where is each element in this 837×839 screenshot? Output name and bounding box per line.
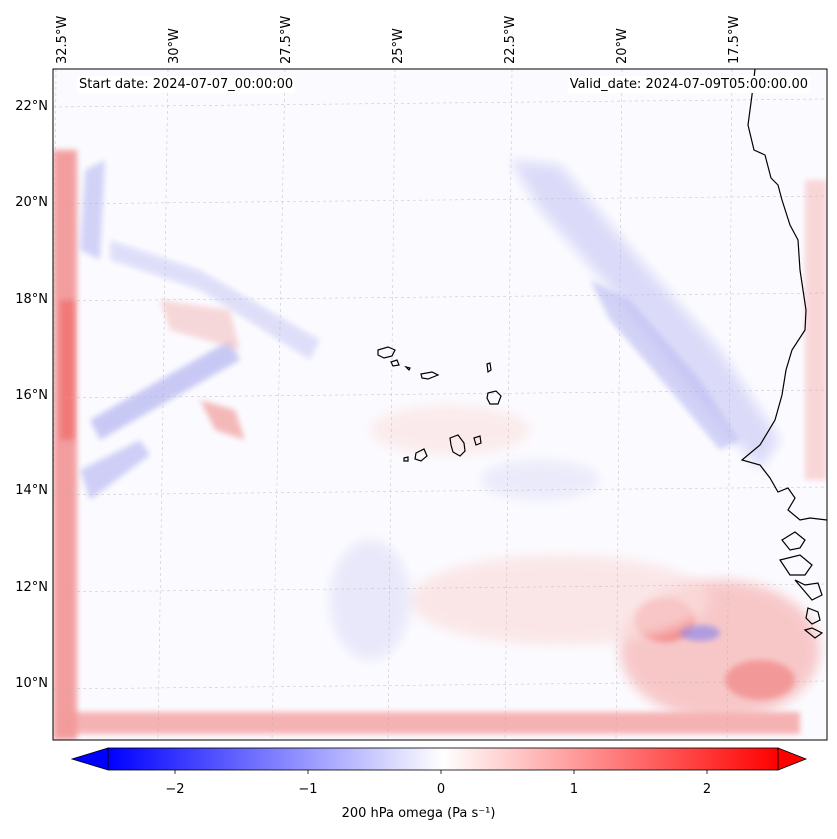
lon-label: 20°W (615, 28, 630, 64)
south-weak-ascent (410, 555, 710, 645)
nw-positive-patch (160, 300, 240, 350)
nw-band-3 (90, 340, 240, 440)
nw-band-1 (80, 160, 105, 260)
lat-label: 22°N (15, 99, 48, 114)
lat-label: 18°N (15, 292, 48, 307)
nw-positive-core (200, 400, 245, 440)
colorbar-tick-label: −1 (298, 782, 318, 797)
african-coastline (740, 69, 827, 639)
colorbar-frame (107, 747, 779, 771)
colorbar-label: 200 hPa omega (Pa s⁻¹) (341, 806, 496, 821)
lon-label: 30°W (167, 28, 182, 64)
cape-verde-islands (377, 346, 502, 462)
colorbar-ticks (174, 770, 708, 774)
coastal-band-core (590, 280, 740, 450)
lon-label: 32.5°W (55, 15, 70, 64)
lat-label: 10°N (15, 676, 48, 691)
omega-field (53, 69, 827, 740)
colorbar (70, 747, 808, 774)
lat-label: 14°N (15, 483, 48, 498)
lon-label: 27.5°W (279, 15, 294, 64)
colorbar-tick-label: 2 (702, 782, 712, 797)
lat-label: 12°N (15, 580, 48, 595)
west-boundary-core (60, 300, 74, 440)
valid-date-label: Valid_date: 2024-07-09T05:00:00.00 (567, 76, 810, 93)
colorbar-gradient (108, 748, 778, 770)
lat-label: 16°N (15, 388, 48, 403)
colorbar-tick-label: 0 (436, 782, 446, 797)
gridlines (53, 69, 827, 740)
lon-label: 22.5°W (503, 15, 518, 64)
colorbar-max-extend (777, 747, 808, 771)
lat-label: 20°N (15, 195, 48, 210)
convection-core-2 (725, 660, 795, 700)
lon-label: 25°W (391, 28, 406, 64)
convection-downdraft (680, 625, 720, 641)
east-boundary-zone (805, 180, 827, 480)
colorbar-tick-label: 1 (569, 782, 579, 797)
start-date-label: Start date: 2024-07-07_00:00:00 (77, 76, 296, 93)
central-weak-descent (330, 540, 410, 660)
coastal-band (510, 160, 780, 470)
south-boundary-zone (60, 712, 800, 734)
colorbar-min-extend (70, 747, 109, 771)
west-boundary-zone (53, 150, 77, 740)
east-weak-descent (480, 460, 600, 500)
colorbar-tick-label: −2 (165, 782, 185, 797)
central-weak-ascent (370, 405, 530, 455)
map-frame (52, 68, 828, 741)
nw-band-4 (80, 440, 150, 500)
nw-band-2 (110, 240, 320, 360)
lon-label: 17.5°W (727, 15, 742, 64)
